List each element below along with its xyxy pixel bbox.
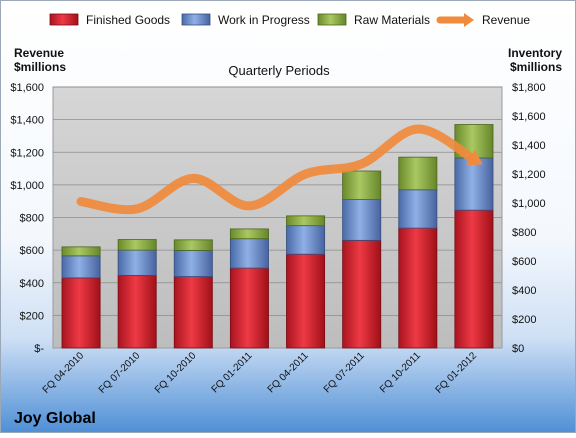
company-name: Joy Global — [14, 410, 96, 427]
right-tick-label: $1,600 — [512, 111, 546, 123]
left-tick-label: $1,600 — [10, 82, 44, 94]
bar-raw-materials — [230, 229, 268, 239]
right-tick-label: $800 — [512, 227, 536, 239]
bar-raw-materials — [343, 171, 381, 200]
right-tick-label: $1,800 — [512, 82, 546, 94]
bar-work-in-progress — [343, 200, 381, 241]
legend-swatch-raw-materials — [318, 14, 346, 25]
right-tick-label: $1,400 — [512, 140, 546, 152]
bar-raw-materials — [286, 216, 324, 226]
bar-finished-goods — [62, 278, 100, 348]
bar-finished-goods — [399, 228, 437, 348]
left-axis-label-line-1: Revenue — [14, 46, 64, 60]
bar-work-in-progress — [174, 250, 212, 276]
bar-work-in-progress — [455, 158, 493, 210]
right-axis-label-line-1: Inventory — [508, 46, 562, 60]
left-tick-label: $1,000 — [10, 180, 44, 192]
bar-finished-goods — [455, 210, 493, 348]
bar-raw-materials — [174, 240, 212, 251]
left-axis-label-line-2: $millions — [14, 60, 66, 74]
legend-label-finished-goods: Finished Goods — [86, 13, 170, 27]
bar-work-in-progress — [118, 250, 156, 275]
right-tick-label: $1,000 — [512, 198, 546, 210]
left-tick-label: $1,200 — [10, 147, 44, 159]
left-tick-label: $800 — [20, 213, 44, 225]
bar-raw-materials — [62, 247, 100, 256]
bar-finished-goods — [343, 240, 381, 348]
right-tick-label: $200 — [512, 314, 536, 326]
bar-finished-goods — [286, 254, 324, 348]
right-tick-label: $1,200 — [512, 169, 546, 181]
right-tick-label: $600 — [512, 256, 536, 268]
legend-label-raw-materials: Raw Materials — [354, 13, 430, 27]
bar-finished-goods — [118, 275, 156, 348]
legend-swatch-finished-goods — [50, 14, 78, 25]
left-tick-label: $1,400 — [10, 115, 44, 127]
chart-title: Quarterly Periods — [228, 63, 330, 78]
left-tick-label: $- — [34, 343, 44, 355]
left-tick-label: $200 — [20, 310, 44, 322]
bar-work-in-progress — [62, 256, 100, 278]
bar-finished-goods — [230, 268, 268, 348]
bar-work-in-progress — [230, 239, 268, 268]
left-tick-label: $600 — [20, 245, 44, 257]
right-axis-label-line-2: $millions — [510, 60, 562, 74]
legend-swatch-work-in-progress — [182, 14, 210, 25]
legend-label-revenue: Revenue — [482, 13, 530, 27]
bar-raw-materials — [118, 240, 156, 251]
bar-raw-materials — [399, 157, 437, 190]
right-tick-label: $400 — [512, 285, 536, 297]
left-tick-label: $400 — [20, 278, 44, 290]
bar-work-in-progress — [286, 226, 324, 255]
bar-finished-goods — [174, 277, 212, 348]
right-tick-label: $0 — [512, 343, 524, 355]
bar-work-in-progress — [399, 190, 437, 228]
legend-label-work-in-progress: Work in Progress — [218, 13, 310, 27]
